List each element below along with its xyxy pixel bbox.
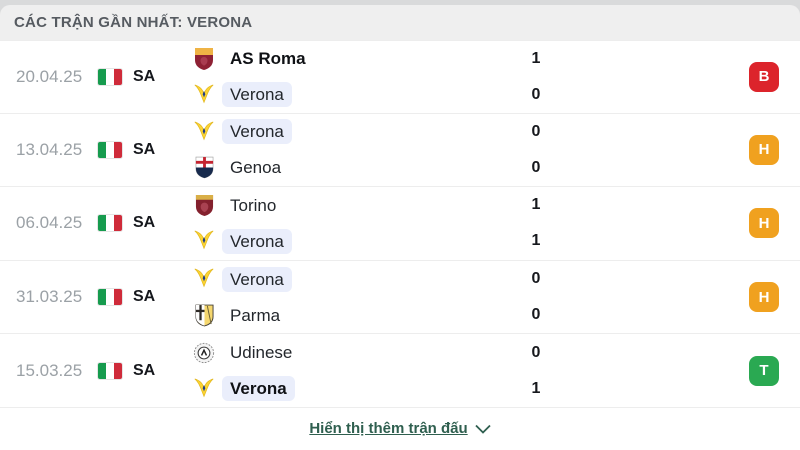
away-team-line: Genoa 0 — [192, 151, 728, 185]
result-cell: H — [728, 282, 800, 313]
away-team-line: Verona 1 — [192, 372, 728, 406]
widget-header: CÁC TRẬN GẦN NHẤT: VERONA — [0, 5, 800, 40]
result-cell: T — [728, 355, 800, 386]
teams-cell: Torino 1 Verona 1 — [192, 188, 728, 258]
match-date: 06.04.25 — [16, 213, 83, 233]
team-score: 0 — [531, 122, 541, 140]
team-score: 1 — [531, 196, 541, 214]
away-team-line: Verona 1 — [192, 224, 728, 258]
team-name: Udinese — [230, 343, 293, 363]
result-badge: H — [749, 134, 779, 165]
league-cell: SA — [98, 362, 192, 380]
home-team-line: Torino 1 — [192, 188, 728, 222]
team-score: 0 — [531, 85, 541, 103]
team-name: AS Roma — [230, 49, 306, 69]
genoa-crest-icon — [192, 156, 216, 180]
italy-flag-icon — [98, 141, 122, 158]
team-name: Verona — [222, 119, 292, 145]
away-team-line: Verona 0 — [192, 78, 728, 112]
verona-crest-icon — [192, 120, 216, 144]
league-code: SA — [133, 214, 156, 232]
match-date: 20.04.25 — [16, 66, 83, 86]
match-date: 13.04.25 — [16, 139, 83, 159]
team-name: Parma — [230, 305, 281, 325]
league-cell: SA — [98, 214, 192, 232]
team-score: 0 — [531, 343, 541, 361]
chevron-down-icon — [475, 424, 491, 434]
result-badge: B — [749, 61, 779, 92]
league-code: SA — [133, 67, 156, 85]
result-badge: H — [749, 282, 779, 313]
italy-flag-icon — [98, 215, 122, 232]
home-team-line: Verona 0 — [192, 115, 728, 149]
page-background-strip — [0, 0, 800, 5]
team-score: 0 — [531, 270, 541, 288]
team-score: 0 — [531, 306, 541, 324]
team-name: Genoa — [230, 158, 282, 178]
roma-crest-icon — [192, 47, 216, 71]
result-cell: H — [728, 208, 800, 239]
udinese-crest-icon — [192, 341, 216, 365]
match-date: 31.03.25 — [16, 287, 83, 307]
home-team-line: Verona 0 — [192, 262, 728, 296]
verona-crest-icon — [192, 229, 216, 253]
league-cell: SA — [98, 288, 192, 306]
parma-crest-icon — [192, 303, 216, 327]
show-more-link[interactable]: Hiển thị thêm trận đấu — [309, 420, 491, 438]
team-score: 1 — [531, 379, 541, 397]
italy-flag-icon — [98, 362, 122, 379]
result-cell: H — [728, 134, 800, 165]
italy-flag-icon — [98, 289, 122, 306]
league-code: SA — [133, 140, 156, 158]
league-cell: SA — [98, 68, 192, 86]
show-more-label: Hiển thị thêm trận đấu — [309, 420, 468, 438]
result-badge: H — [749, 208, 779, 239]
verona-crest-icon — [192, 267, 216, 291]
teams-cell: Verona 0 Parma 0 — [192, 262, 728, 332]
widget-title: CÁC TRẬN GẦN NHẤT: VERONA — [14, 14, 253, 31]
team-name: Verona — [222, 82, 292, 108]
team-name: Verona — [222, 228, 292, 254]
league-cell: SA — [98, 141, 192, 159]
home-team-line: Udinese 0 — [192, 336, 728, 370]
team-name: Verona — [222, 376, 295, 402]
away-team-line: Parma 0 — [192, 298, 728, 332]
verona-crest-icon — [192, 83, 216, 107]
team-score: 0 — [531, 158, 541, 176]
team-name: Verona — [222, 266, 292, 292]
team-name: Torino — [230, 195, 277, 215]
teams-cell: Verona 0 Genoa 0 — [192, 115, 728, 185]
team-score: 1 — [531, 49, 541, 67]
league-code: SA — [133, 361, 156, 379]
result-cell: B — [728, 61, 800, 92]
verona-crest-icon — [192, 377, 216, 401]
match-row[interactable]: 20.04.25 SA AS Roma 1 Verona 0 B — [0, 40, 800, 114]
match-row[interactable]: 15.03.25 SA Udinese 0 Verona 1 T — [0, 334, 800, 408]
league-code: SA — [133, 288, 156, 306]
match-row[interactable]: 06.04.25 SA Torino 1 Verona 1 H — [0, 187, 800, 261]
italy-flag-icon — [98, 68, 122, 85]
team-score: 1 — [531, 232, 541, 250]
widget-footer: Hiển thị thêm trận đấu — [0, 407, 800, 450]
torino-crest-icon — [192, 193, 216, 217]
match-row[interactable]: 13.04.25 SA Verona 0 Genoa 0 H — [0, 113, 800, 188]
match-date: 15.03.25 — [16, 360, 83, 380]
teams-cell: Udinese 0 Verona 1 — [192, 336, 728, 406]
result-badge: T — [749, 355, 779, 386]
match-list: 20.04.25 SA AS Roma 1 Verona 0 B 13.04.2… — [0, 40, 800, 408]
match-row[interactable]: 31.03.25 SA Verona 0 Parma 0 H — [0, 260, 800, 335]
home-team-line: AS Roma 1 — [192, 42, 728, 76]
teams-cell: AS Roma 1 Verona 0 — [192, 42, 728, 112]
